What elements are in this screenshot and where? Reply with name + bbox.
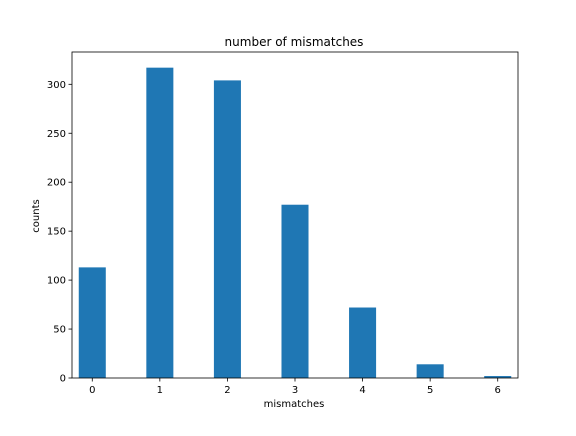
y-axis-label: counts: [31, 199, 42, 232]
bar-0: [78, 267, 106, 378]
bars-group: [78, 67, 512, 379]
x-axis-label: mismatches: [264, 399, 325, 410]
bar-1: [146, 67, 174, 378]
x-tick-label: 0: [89, 385, 95, 396]
y-axis-ticks: 0 50 100 150 200 250 300: [47, 80, 72, 385]
bar-2: [213, 80, 241, 379]
plot-frame: [71, 51, 519, 379]
bar-5: [416, 364, 444, 378]
y-tick-label: 0: [60, 374, 66, 385]
y-tick-label: 300: [47, 80, 66, 91]
y-tick-label: 150: [47, 227, 66, 238]
x-tick-label: 3: [292, 385, 298, 396]
y-tick-label: 50: [53, 325, 66, 336]
x-tick-label: 4: [359, 385, 365, 396]
bar-3: [281, 204, 309, 378]
bar-6: [484, 376, 512, 378]
x-tick-label: 5: [427, 385, 433, 396]
chart-title: number of mismatches: [225, 35, 364, 49]
y-tick-label: 250: [47, 129, 66, 140]
x-tick-label: 6: [495, 385, 501, 396]
y-tick-label: 100: [47, 276, 66, 287]
x-axis-ticks: 0 1 2 3 4 5 6: [89, 378, 501, 396]
x-tick-label: 1: [157, 385, 163, 396]
x-tick-label: 2: [224, 385, 230, 396]
bar-4: [349, 307, 377, 378]
y-tick-label: 200: [47, 178, 66, 189]
